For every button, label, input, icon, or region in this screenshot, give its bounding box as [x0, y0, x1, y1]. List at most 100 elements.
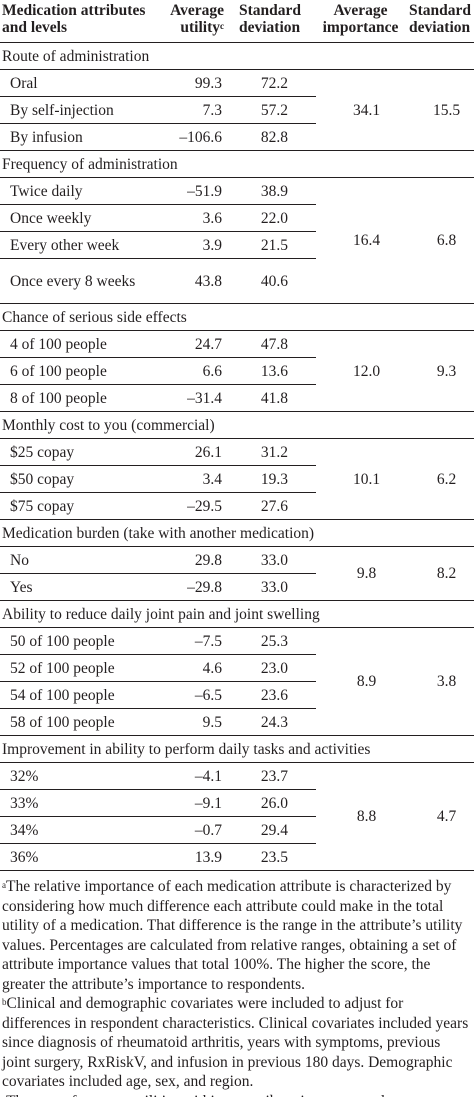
- level-standard-deviation: 41.8: [230, 384, 316, 412]
- section-row: Chance of serious side effects: [0, 303, 474, 331]
- level-label: Every other week: [0, 231, 152, 259]
- header-average-importance: Average importance: [316, 0, 405, 43]
- level-standard-deviation: 13.6: [230, 357, 316, 385]
- level-label: Oral: [0, 69, 152, 97]
- level-standard-deviation: 82.8: [230, 123, 316, 151]
- footnote-mark: a: [2, 880, 6, 890]
- table-row: Oral 99.3 72.2 34.1 15.5: [0, 69, 474, 151]
- table-row: 4 of 100 people 24.7 47.8 12.0 9.3: [0, 330, 474, 412]
- section-importance-sd: 8.2: [405, 546, 474, 601]
- level-label: By self-injection: [0, 96, 152, 124]
- table-row: 52 of 100 people 4.6 23.0: [0, 654, 474, 682]
- section-importance-sd: 4.7: [405, 762, 474, 871]
- section-average-importance: 8.9: [316, 627, 405, 736]
- level-label: No: [0, 546, 152, 574]
- table-row: 34% –0.7 29.4: [0, 816, 474, 844]
- level-average-utility: 99.3: [152, 69, 230, 97]
- section-importance-sd: 6.2: [405, 438, 474, 520]
- footnote: bClinical and demographic covariates wer…: [2, 994, 472, 1092]
- level-average-utility: 7.3: [152, 96, 230, 124]
- section-importance-sd: 6.8: [405, 177, 474, 304]
- table-row: 6 of 100 people 6.6 13.6: [0, 357, 474, 385]
- table-row: Twice daily –51.9 38.9 16.4 6.8: [0, 177, 474, 304]
- level-label: 54 of 100 people: [0, 681, 152, 709]
- level-label: 34%: [0, 816, 152, 844]
- level-standard-deviation: 27.6: [230, 492, 316, 520]
- level-average-utility: –9.1: [152, 789, 230, 817]
- table-row: 54 of 100 people –6.5 23.6: [0, 681, 474, 709]
- level-standard-deviation: 23.6: [230, 681, 316, 709]
- level-standard-deviation: 23.7: [230, 762, 316, 790]
- level-average-utility: 29.8: [152, 546, 230, 574]
- level-average-utility: 6.6: [152, 357, 230, 385]
- table-row: By infusion –106.6 82.8: [0, 123, 474, 151]
- section-title: Monthly cost to you (commercial): [0, 411, 474, 439]
- level-standard-deviation: 40.6: [230, 258, 316, 304]
- table-row: 36% 13.9 23.5: [0, 843, 474, 871]
- level-label: 33%: [0, 789, 152, 817]
- table-row: 33% –9.1 26.0: [0, 789, 474, 817]
- level-standard-deviation: 19.3: [230, 465, 316, 493]
- section-title: Improvement in ability to perform daily …: [0, 735, 474, 763]
- level-standard-deviation: 21.5: [230, 231, 316, 259]
- footnote: aThe relative importance of each medicat…: [2, 877, 472, 994]
- level-average-utility: –7.5: [152, 627, 230, 655]
- table-row: 58 of 100 people 9.5 24.3: [0, 708, 474, 736]
- section-average-importance: 34.1: [316, 69, 405, 151]
- level-label: 58 of 100 people: [0, 708, 152, 736]
- level-average-utility: –29.8: [152, 573, 230, 601]
- footnotes: aThe relative importance of each medicat…: [0, 871, 474, 1097]
- level-average-utility: 3.4: [152, 465, 230, 493]
- section-row: Medication burden (take with another med…: [0, 519, 474, 547]
- section-average-importance: 10.1: [316, 438, 405, 520]
- level-average-utility: –0.7: [152, 816, 230, 844]
- section-title: Chance of serious side effects: [0, 303, 474, 331]
- level-average-utility: 13.9: [152, 843, 230, 871]
- level-label: 52 of 100 people: [0, 654, 152, 682]
- level-average-utility: 3.9: [152, 231, 230, 259]
- section-average-importance: 8.8: [316, 762, 405, 871]
- level-label: 8 of 100 people: [0, 384, 152, 412]
- section-row: Monthly cost to you (commercial): [0, 411, 474, 439]
- table-row: By self-injection 7.3 57.2: [0, 96, 474, 124]
- level-standard-deviation: 26.0: [230, 789, 316, 817]
- table-row: 50 of 100 people –7.5 25.3 8.9 3.8: [0, 627, 474, 736]
- level-average-utility: 24.7: [152, 330, 230, 358]
- footnote-text: The relative importance of each medicati…: [2, 878, 463, 993]
- section-importance-sd: 9.3: [405, 330, 474, 412]
- section-average-importance: 9.8: [316, 546, 405, 601]
- footnote-marker-c: c: [220, 21, 224, 31]
- level-label: 36%: [0, 843, 152, 871]
- level-standard-deviation: 33.0: [230, 573, 316, 601]
- level-label: 4 of 100 people: [0, 330, 152, 358]
- footnote-text: Clinical and demographic covariates were…: [2, 995, 469, 1090]
- level-average-utility: 3.6: [152, 204, 230, 232]
- table-row: 32% –4.1 23.7 8.8 4.7: [0, 762, 474, 871]
- level-label: 32%: [0, 762, 152, 790]
- level-standard-deviation: 29.4: [230, 816, 316, 844]
- level-label: $75 copay: [0, 492, 152, 520]
- level-standard-deviation: 47.8: [230, 330, 316, 358]
- header-attributes: Medication attributes and levels: [0, 0, 152, 43]
- table-row: 8 of 100 people –31.4 41.8: [0, 384, 474, 412]
- level-standard-deviation: 57.2: [230, 96, 316, 124]
- section-row: Ability to reduce daily joint pain and j…: [0, 600, 474, 628]
- level-standard-deviation: 31.2: [230, 438, 316, 466]
- table-row: Once every 8 weeks 43.8 40.6: [0, 258, 474, 304]
- header-average-utility-label: Average utility: [170, 2, 224, 36]
- section-title: Route of administration: [0, 42, 474, 70]
- level-average-utility: –4.1: [152, 762, 230, 790]
- section-row: Route of administration: [0, 42, 474, 70]
- level-label: 6 of 100 people: [0, 357, 152, 385]
- table-row: Yes –29.8 33.0: [0, 573, 474, 601]
- table-row: Every other week 3.9 21.5: [0, 231, 474, 259]
- level-standard-deviation: 72.2: [230, 69, 316, 97]
- section-row: Improvement in ability to perform daily …: [0, 735, 474, 763]
- level-standard-deviation: 38.9: [230, 177, 316, 205]
- header-average-utility: Average utilityc: [152, 0, 230, 43]
- section-average-importance: 12.0: [316, 330, 405, 412]
- footnote: cThe sum of average utilities within an …: [2, 1092, 472, 1098]
- level-average-utility: –29.5: [152, 492, 230, 520]
- section-title: Medication burden (take with another med…: [0, 519, 474, 547]
